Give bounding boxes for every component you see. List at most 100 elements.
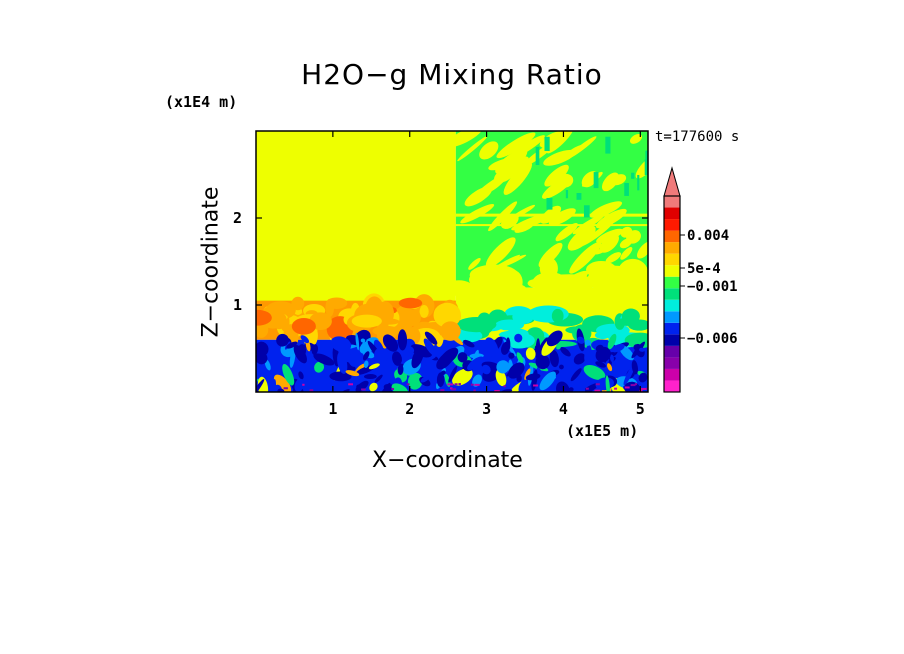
streak [503,162,533,195]
blob [468,271,498,289]
cell [318,373,331,385]
streak [548,208,576,226]
cell [257,369,268,381]
speck [283,387,288,390]
streak [637,174,640,191]
cell [313,353,335,366]
colorbar-label: −0.006 [687,331,738,347]
speck [614,387,618,390]
plume [398,297,423,309]
cell [606,363,613,372]
speck [585,387,589,390]
x-tick-label: 3 [482,400,491,418]
cell [348,352,362,367]
x-axis-scale-label: (x1E5 m) [566,422,639,440]
streak [646,161,648,170]
cell [578,382,600,392]
cell [570,368,582,382]
streak [546,131,574,154]
cell [392,351,402,366]
colorbar-label: 5e-4 [687,261,721,277]
x-tick-label: 5 [636,400,645,418]
cell [549,349,559,368]
blob [495,319,525,331]
cell [484,337,499,358]
blob [621,308,640,324]
cell [623,364,635,386]
streak [593,172,599,189]
cell [559,364,564,370]
cell [560,347,571,357]
streak [620,246,633,260]
cell [518,379,530,392]
cell [424,331,438,345]
y-tick-label: 1 [233,296,242,314]
speck [458,383,461,386]
plot-frame [255,130,649,393]
speck [533,384,539,387]
cell [270,360,283,370]
speck [494,389,500,392]
cell [508,352,515,359]
streak [468,257,481,270]
streak [583,205,590,218]
colorbar-segment [664,207,680,220]
blob [456,317,497,333]
cell [496,360,510,374]
speck [391,387,395,390]
colorbar-frame [663,195,681,393]
cell [514,333,523,343]
streak [576,192,582,200]
plume [405,309,421,326]
x-tick-label: 1 [328,400,337,418]
cell [397,364,404,376]
streak [645,150,648,169]
streak [567,144,585,155]
cell [330,336,352,352]
speck [454,383,458,386]
plume [325,298,335,317]
speck [309,389,314,392]
y-tick-label: 2 [233,209,242,227]
speck [451,388,455,391]
cell [345,370,360,377]
cell [595,346,611,363]
streak [544,164,569,187]
cell [337,351,348,374]
cell [463,339,475,348]
cell [610,354,614,363]
cell [391,383,409,392]
cell [436,372,445,388]
x-axis-title: X−coordinate [372,448,523,473]
streak [485,237,516,268]
streak [637,241,648,259]
blob [594,331,611,340]
band [455,213,648,217]
speck [634,383,637,386]
streak [565,190,569,199]
blob [465,289,512,304]
cell [382,334,399,352]
streak [543,149,576,166]
colorbar-segment [664,311,680,323]
cell [289,346,296,368]
heatmap-field [256,131,648,392]
cell [638,372,648,383]
cell [286,341,298,349]
streak [544,136,550,151]
speck [630,384,636,387]
cell [452,368,473,386]
plume [433,302,461,328]
cell [631,360,638,375]
speck [406,383,410,386]
speck [440,389,445,392]
speck [624,386,630,389]
cell [264,359,271,371]
cell [423,338,437,357]
blob [620,281,648,304]
streak [474,170,513,198]
cell [397,329,408,351]
streak [624,182,629,196]
cell [639,347,645,352]
